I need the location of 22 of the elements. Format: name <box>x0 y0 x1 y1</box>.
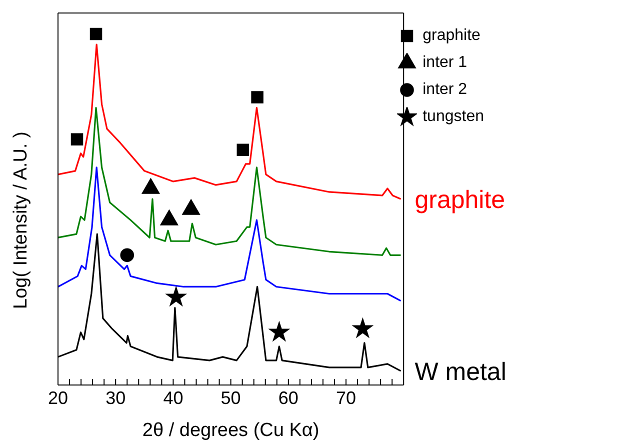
legend-label: inter 1 <box>422 54 468 72</box>
series-label: W metal <box>414 358 506 386</box>
point <box>236 144 250 156</box>
x-axis-title: 2θ / degrees (Cu Kα) <box>142 420 320 441</box>
legend-label: inter 2 <box>422 80 468 98</box>
legend-label: graphite <box>422 26 480 44</box>
y-axis-title: Log( Intensity / A.U. ) <box>10 132 32 309</box>
legend-label: tungsten <box>422 108 484 126</box>
point <box>268 320 290 342</box>
point <box>251 91 264 104</box>
point <box>352 317 374 338</box>
point <box>90 28 102 40</box>
x-tick-label: 50 <box>220 388 241 408</box>
x-tick-label: 30 <box>106 388 126 408</box>
point <box>120 248 134 262</box>
series-label: graphite <box>414 186 506 214</box>
x-tick-label: 20 <box>48 388 68 408</box>
point <box>165 286 188 307</box>
point <box>70 133 84 146</box>
x-tick-label: 60 <box>278 388 298 408</box>
x-tick-label: 70 <box>336 388 356 408</box>
x-tick-label: 40 <box>163 388 184 408</box>
